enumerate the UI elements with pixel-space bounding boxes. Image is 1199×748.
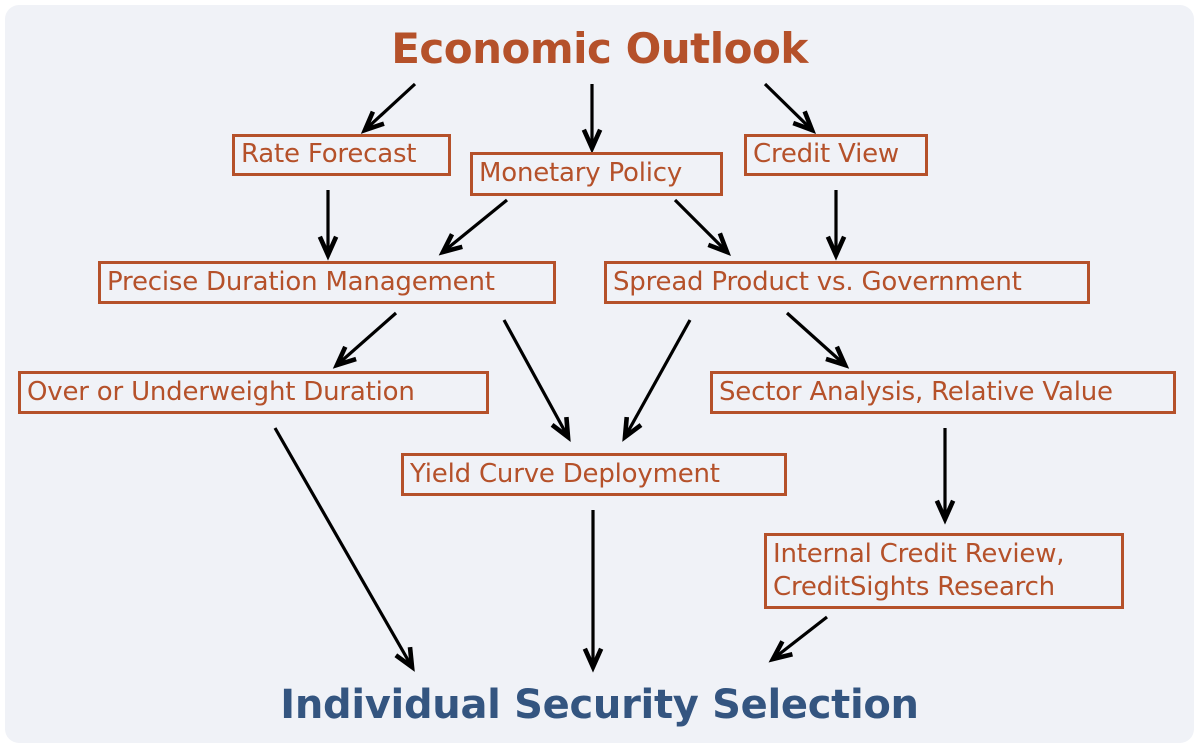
node-internal-credit-review[interactable]: Internal Credit Review, CreditSights Res… bbox=[764, 533, 1124, 609]
node-label: Yield Curve Deployment bbox=[410, 458, 720, 489]
node-credit-view[interactable]: Credit View bbox=[744, 134, 928, 176]
node-sector-analysis-relative-value[interactable]: Sector Analysis, Relative Value bbox=[710, 371, 1176, 414]
node-label: Credit View bbox=[753, 139, 899, 170]
node-label: Over or Underweight Duration bbox=[27, 376, 415, 407]
node-monetary-policy[interactable]: Monetary Policy bbox=[470, 152, 723, 196]
page-title-individual-security-selection: Individual Security Selection bbox=[280, 682, 919, 728]
page-title-economic-outlook: Economic Outlook bbox=[391, 24, 808, 73]
node-label: Monetary Policy bbox=[479, 158, 683, 189]
node-over-or-underweight-duration[interactable]: Over or Underweight Duration bbox=[18, 371, 489, 414]
node-label: Sector Analysis, Relative Value bbox=[719, 376, 1113, 407]
node-precise-duration-management[interactable]: Precise Duration Management bbox=[98, 261, 556, 304]
node-rate-forecast[interactable]: Rate Forecast bbox=[232, 134, 451, 176]
node-label: Spread Product vs. Government bbox=[613, 266, 1022, 297]
node-label: Rate Forecast bbox=[241, 139, 417, 170]
node-label: Precise Duration Management bbox=[107, 266, 495, 297]
node-label: Internal Credit Review, CreditSights Res… bbox=[773, 538, 1065, 602]
node-yield-curve-deployment[interactable]: Yield Curve Deployment bbox=[401, 453, 787, 496]
node-spread-product-vs-government[interactable]: Spread Product vs. Government bbox=[604, 261, 1090, 304]
